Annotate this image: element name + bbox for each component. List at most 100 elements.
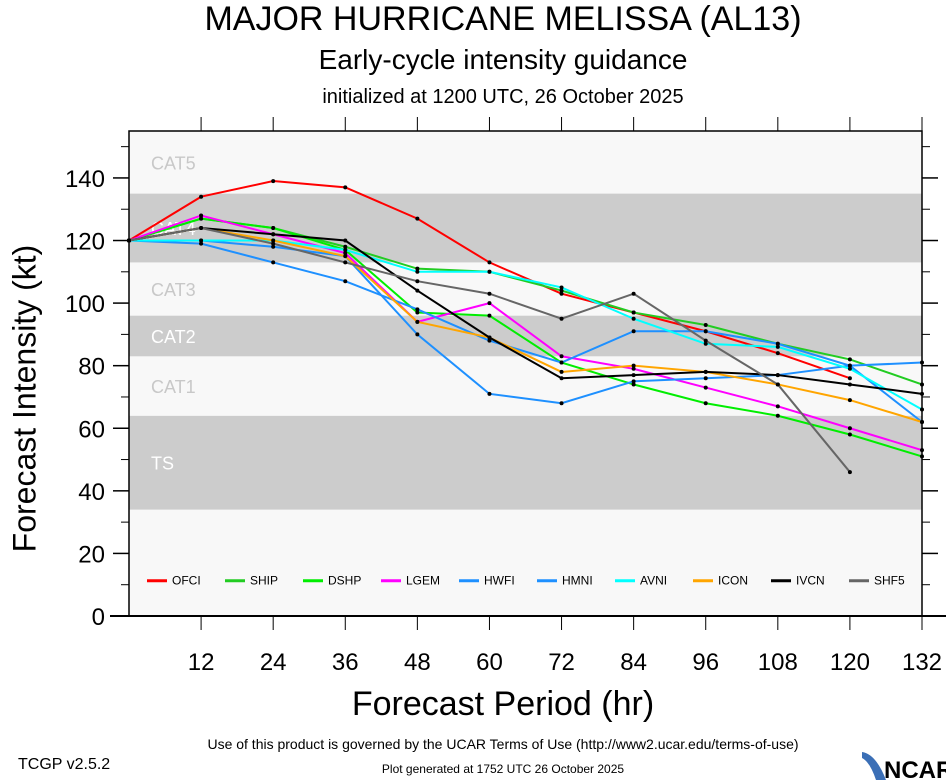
- data-point: [631, 310, 636, 315]
- terms-of-use: Use of this product is governed by the U…: [207, 736, 799, 752]
- data-point: [415, 269, 420, 274]
- data-point: [415, 332, 420, 337]
- y-tick-label: 60: [78, 416, 105, 443]
- data-point: [847, 363, 852, 368]
- data-point: [199, 213, 204, 218]
- data-point: [703, 323, 708, 327]
- data-point: [631, 382, 636, 387]
- y-tick-label: 100: [65, 291, 105, 318]
- data-point: [775, 341, 780, 346]
- x-tick-label: 72: [548, 649, 575, 676]
- data-point: [415, 216, 420, 221]
- y-tick-label: 20: [78, 541, 105, 568]
- series-line-hmni: [129, 239, 923, 405]
- band-cat5: [129, 131, 922, 194]
- chart-subtitle: Early-cycle intensity guidance: [318, 44, 688, 75]
- data-point: [487, 291, 492, 296]
- data-point: [559, 291, 564, 296]
- series-label: ICON: [718, 574, 748, 588]
- data-point: [199, 241, 204, 246]
- chart-title: MAJOR HURRICANE MELISSA (AL13): [204, 0, 802, 38]
- data-point: [847, 382, 852, 387]
- data-point: [559, 316, 564, 321]
- data-point: [631, 373, 636, 378]
- data-point: [559, 369, 564, 374]
- data-point: [487, 391, 492, 396]
- series-label: SHF5: [874, 574, 905, 588]
- data-point: [487, 269, 492, 274]
- y-tick-label: 40: [78, 479, 105, 506]
- data-point: [271, 232, 276, 237]
- data-point: [703, 376, 708, 381]
- data-point: [559, 354, 564, 359]
- data-point: [631, 366, 636, 371]
- data-point: [775, 413, 780, 418]
- generated-time: Plot generated at 1752 UTC 26 October 20…: [381, 762, 625, 776]
- x-tick-label: 60: [476, 649, 503, 676]
- data-point: [271, 244, 276, 249]
- data-point: [847, 376, 852, 381]
- data-point: [199, 194, 204, 199]
- x-tick-label: 12: [188, 649, 215, 676]
- series-label: HWFI: [484, 574, 515, 588]
- x-tick-label: 36: [332, 649, 359, 676]
- series-label: SHIP: [250, 574, 278, 588]
- data-point: [343, 185, 348, 190]
- data-point: [703, 338, 708, 343]
- data-point: [415, 288, 420, 293]
- series-label: OFCI: [172, 574, 201, 588]
- series-line-dshp: [128, 217, 923, 458]
- band-label: TS: [151, 454, 174, 474]
- data-point: [271, 241, 276, 246]
- data-point: [487, 313, 492, 318]
- data-point: [775, 344, 780, 349]
- data-point: [775, 351, 780, 356]
- data-point: [487, 260, 492, 265]
- y-tick-label: 120: [65, 229, 105, 256]
- data-point: [199, 226, 204, 230]
- x-tick-label: 132: [902, 649, 942, 676]
- data-point: [343, 247, 348, 252]
- data-point: [199, 238, 204, 243]
- series-label: AVNI: [640, 574, 667, 588]
- data-point: [559, 401, 564, 406]
- data-point: [487, 335, 492, 340]
- data-point: [343, 279, 348, 284]
- data-point: [271, 238, 276, 243]
- series-label: DSHP: [328, 574, 361, 588]
- band-ts: [129, 415, 922, 510]
- data-point: [775, 382, 780, 387]
- data-point: [415, 279, 420, 284]
- data-point: [199, 216, 204, 221]
- x-tick-label: 96: [692, 649, 719, 676]
- band-cat3: [129, 262, 922, 316]
- svg-text:NCAR: NCAR: [884, 757, 946, 780]
- data-point: [343, 238, 348, 243]
- data-point: [559, 285, 564, 290]
- y-tick-label: 140: [65, 166, 105, 193]
- data-point: [847, 432, 852, 437]
- series-label: LGEM: [406, 574, 440, 588]
- data-point: [487, 301, 492, 306]
- data-point: [415, 319, 420, 324]
- data-point: [343, 254, 348, 259]
- data-point: [487, 338, 492, 343]
- series-line-lgem: [128, 214, 923, 452]
- ncar-logo: NCAR: [862, 752, 946, 780]
- band-cat4: [129, 193, 922, 263]
- y-tick-label: 0: [92, 604, 105, 631]
- data-point: [703, 369, 708, 374]
- data-point: [559, 288, 564, 293]
- band-label: CAT1: [151, 377, 196, 397]
- band-cat1: [129, 356, 922, 416]
- data-point: [631, 329, 636, 334]
- data-point: [559, 360, 564, 365]
- data-point: [415, 307, 420, 312]
- series-line-ivcn: [128, 226, 923, 395]
- data-point: [847, 366, 852, 371]
- x-tick-label: 24: [260, 649, 287, 676]
- data-point: [271, 260, 276, 265]
- series-line-hwfi: [128, 239, 923, 423]
